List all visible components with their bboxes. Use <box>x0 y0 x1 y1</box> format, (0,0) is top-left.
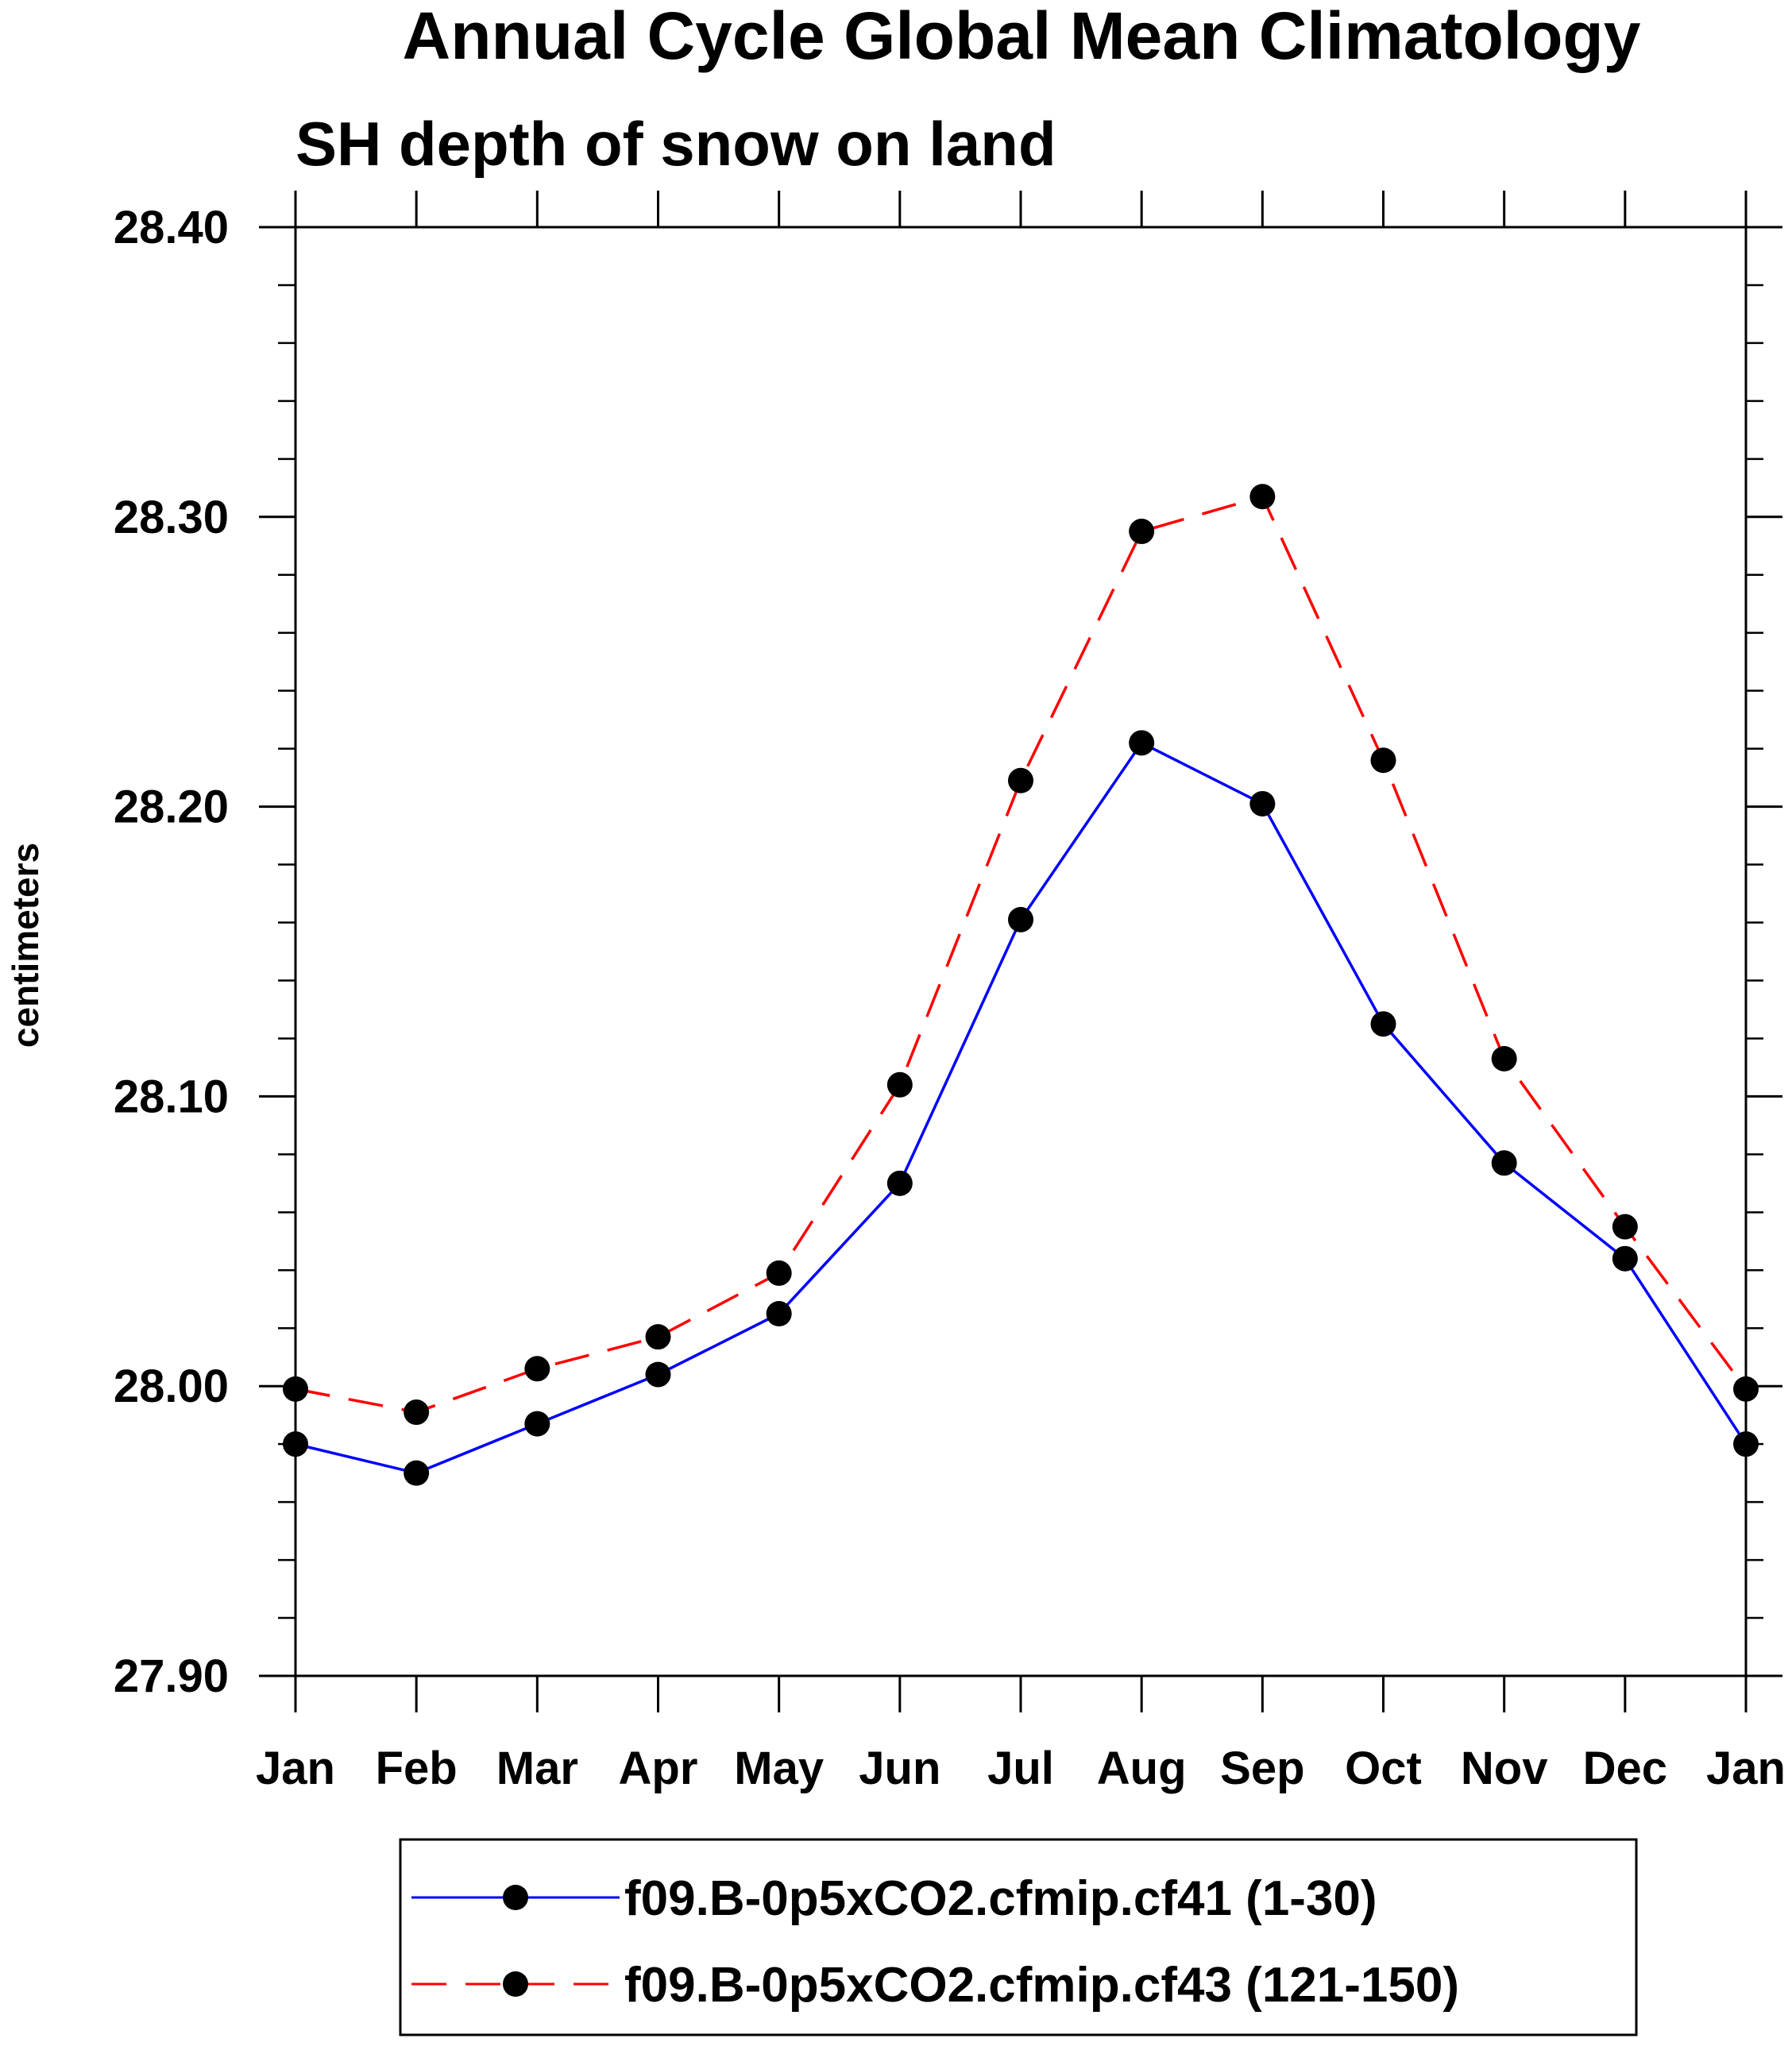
x-tick-label: Apr <box>619 1743 698 1794</box>
x-tick-label: Nov <box>1461 1743 1548 1794</box>
data-point-cf43 <box>524 1356 550 1382</box>
axis-ticks <box>259 191 1782 1712</box>
plot-frame <box>294 226 1748 1677</box>
data-point-cf41 <box>404 1460 430 1486</box>
data-point-cf41 <box>1129 730 1155 756</box>
x-tick-label: Jan <box>256 1743 335 1794</box>
chart-title: Annual Cycle Global Mean Climatology <box>403 0 1641 73</box>
legend-box <box>399 1838 1638 2036</box>
legend-marker-cf43 <box>503 1971 528 1997</box>
data-point-cf41 <box>1733 1431 1759 1457</box>
y-tick-label: 28.10 <box>114 1071 229 1122</box>
y-tick-label: 28.20 <box>114 782 229 833</box>
x-tick-label: Jul <box>987 1743 1054 1794</box>
data-point-cf43 <box>404 1399 430 1426</box>
data-point-cf43 <box>283 1376 308 1402</box>
data-point-cf41 <box>283 1431 308 1457</box>
y-tick-label: 28.30 <box>114 492 229 543</box>
chart-subtitle: SH depth of snow on land <box>295 109 1056 179</box>
x-tick-label: Mar <box>496 1743 578 1794</box>
x-tick-label: Dec <box>1583 1743 1667 1794</box>
data-point-cf43 <box>766 1260 792 1286</box>
data-point-cf41 <box>1370 1011 1396 1037</box>
data-point-cf41 <box>1249 790 1276 816</box>
data-point-cf43 <box>645 1324 671 1350</box>
series-line-cf41 <box>295 741 1748 1475</box>
x-tick-label: Aug <box>1097 1743 1187 1794</box>
data-point-cf41 <box>1491 1150 1517 1176</box>
legend-marker-cf41 <box>503 1885 528 1910</box>
data-point-cf43 <box>1491 1045 1517 1071</box>
y-tick-label: 27.90 <box>114 1650 229 1702</box>
x-tick-label: Jan <box>1706 1743 1786 1794</box>
data-point-cf43 <box>1370 747 1396 774</box>
series-lines <box>295 495 1748 1475</box>
y-axis-label: centimeters <box>5 843 46 1048</box>
series-line-cf43 <box>295 495 1748 1414</box>
data-point-cf43 <box>1008 767 1033 793</box>
x-tick-label: Feb <box>376 1743 458 1794</box>
data-point-cf41 <box>524 1411 550 1437</box>
data-point-cf43 <box>1249 484 1276 510</box>
x-tick-label: Jun <box>859 1743 940 1794</box>
data-point-cf43 <box>886 1071 913 1098</box>
y-tick-label: 28.40 <box>114 202 229 253</box>
y-tick-label: 28.00 <box>114 1361 229 1412</box>
data-point-cf41 <box>1612 1245 1638 1272</box>
axis-tick-labels: 27.90 28.00 28.10 28.20 28.30 28.40 Jan Feb Mar A… <box>114 202 1786 1794</box>
data-point-cf43 <box>1129 519 1155 545</box>
series-markers <box>283 484 1759 1486</box>
data-point-cf43 <box>1612 1214 1638 1240</box>
x-tick-label: Sep <box>1220 1743 1304 1794</box>
data-point-cf41 <box>1008 906 1033 932</box>
data-point-cf43 <box>1733 1376 1759 1402</box>
legend-label-cf41: f09.B-0p5xCO2.cfmip.cf41 (1-30) <box>624 1871 1377 1926</box>
legend: f09.B-0p5xCO2.cfmip.cf41 (1-30) f09.B-0p… <box>399 1838 1638 2036</box>
legend-label-cf43: f09.B-0p5xCO2.cfmip.cf43 (121-150) <box>624 1958 1459 2013</box>
data-point-cf41 <box>886 1170 913 1196</box>
data-point-cf41 <box>766 1301 792 1326</box>
x-tick-label: May <box>734 1743 824 1794</box>
x-tick-label: Oct <box>1345 1743 1422 1794</box>
data-point-cf41 <box>645 1361 671 1388</box>
